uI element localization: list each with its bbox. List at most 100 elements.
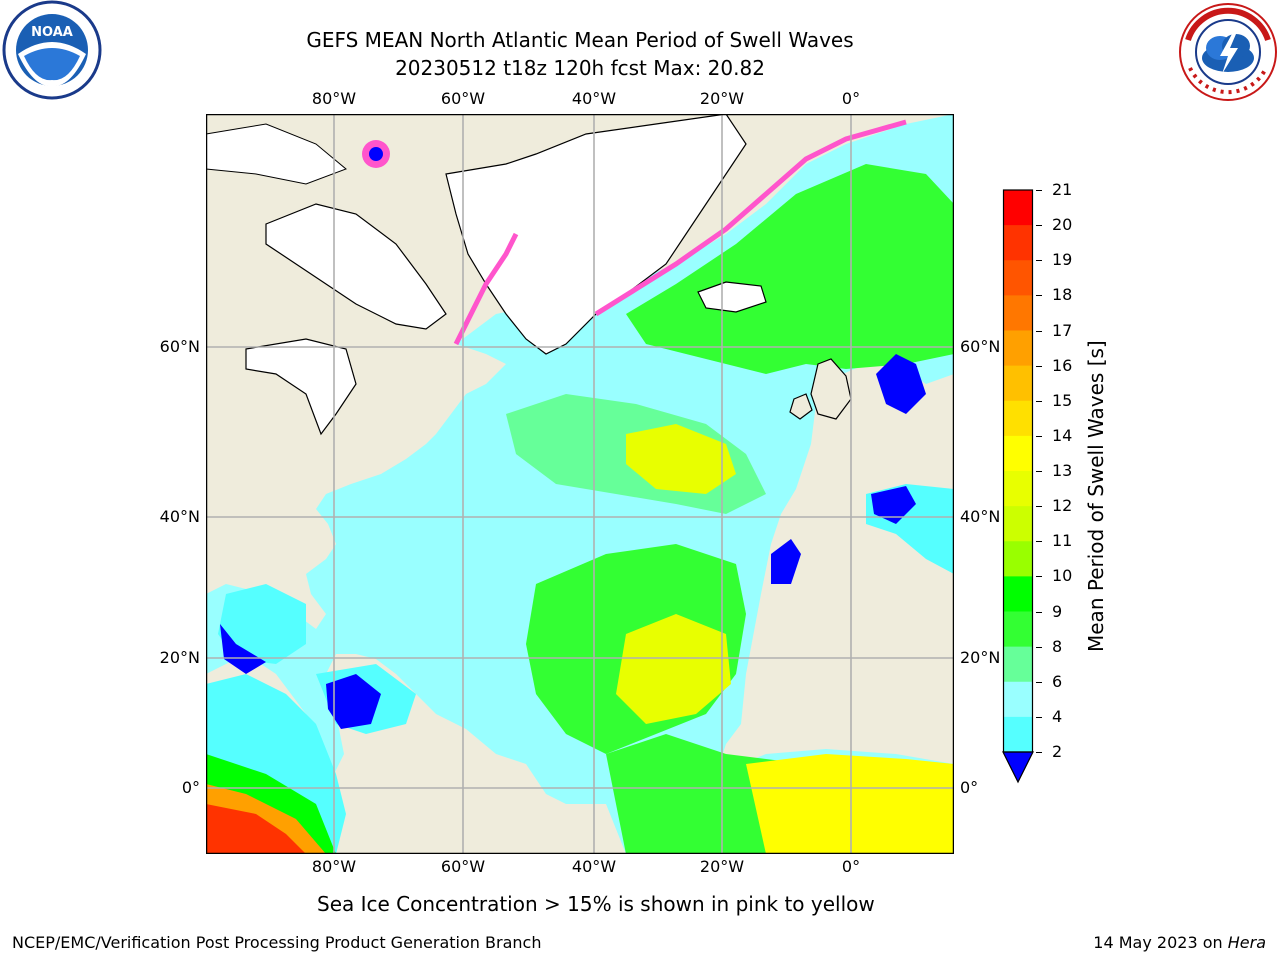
colorbar-band xyxy=(1003,400,1033,437)
sea-ice-greenland-west xyxy=(453,232,519,346)
colorbar-band xyxy=(1003,611,1033,648)
colorbar-tick-label: 21 xyxy=(1052,180,1073,199)
colorbar-tick-label: 16 xyxy=(1052,355,1073,375)
colorbar-band xyxy=(1003,506,1033,542)
caribbean-blue xyxy=(326,674,381,729)
footer-credit: NCEP/EMC/Verification Post Processing Pr… xyxy=(12,933,542,952)
mediterranean-blue xyxy=(871,486,916,524)
colorbar-tick-mark xyxy=(1036,330,1042,332)
colorbar-tick-mark xyxy=(1036,611,1042,613)
sea-ice-note: Sea Ice Concentration > 15% is shown in … xyxy=(317,892,875,916)
great-britain xyxy=(810,358,852,420)
colorbar-frame xyxy=(1002,189,1034,753)
lon-tick-top: 60°W xyxy=(440,89,486,108)
lon-tick-bottom: 40°W xyxy=(571,857,617,876)
colorbar-tick-mark xyxy=(1036,435,1042,437)
lon-tick-bottom: 80°W xyxy=(311,857,357,876)
baffin-island xyxy=(265,203,447,330)
colorbar-tick-label: 10 xyxy=(1052,566,1073,586)
swell-yellow-gulf-guinea xyxy=(746,754,954,854)
colorbar-tick-mark xyxy=(1036,541,1042,543)
colorbar-tick-mark xyxy=(1036,471,1042,472)
map-plot xyxy=(206,114,954,854)
ireland xyxy=(789,393,813,420)
colorbar-tick-mark xyxy=(1036,260,1042,262)
footer-machine: Hera xyxy=(1227,933,1266,952)
swell-yellow-mid xyxy=(626,424,736,494)
colorbar-tick-mark xyxy=(1036,716,1042,718)
colorbar-band xyxy=(1003,435,1033,472)
footer-date-text: 14 May 2023 on xyxy=(1093,933,1228,952)
colorbar-tick-mark xyxy=(1036,506,1042,508)
lon-tick-top: 20°W xyxy=(699,89,745,108)
colorbar-tick-label: 19 xyxy=(1052,250,1073,270)
colorbar-band xyxy=(1003,716,1033,753)
gulf-water xyxy=(218,584,306,664)
pacific-red xyxy=(206,804,306,854)
colorbar-tick-label: 9 xyxy=(1052,601,1063,621)
lat-tick-left: 40°N xyxy=(159,507,200,526)
greenland xyxy=(445,114,747,355)
colorbar-tick-label: 20 xyxy=(1052,215,1073,235)
lon-tick-bottom: 60°W xyxy=(440,857,486,876)
colorbar-tick-label: 17 xyxy=(1052,320,1073,340)
colorbar-tick-mark xyxy=(1036,681,1042,683)
colorbar-band xyxy=(1003,295,1033,331)
colorbar-tick-label: 6 xyxy=(1052,671,1063,691)
colorbar-tick-mark xyxy=(1036,295,1042,297)
sea-ice-greenland-east xyxy=(594,119,907,317)
lat-tick-right: 60°N xyxy=(960,337,1001,356)
colorbar-band xyxy=(1003,576,1033,612)
nws-logo-icon xyxy=(1179,3,1277,101)
colorbar-tick-mark xyxy=(1036,646,1042,648)
colorbar-tick-label: 4 xyxy=(1052,706,1063,726)
colorbar-tick-label: 18 xyxy=(1052,285,1073,305)
arctic-islands xyxy=(206,123,347,185)
lon-tick-bottom: 20°W xyxy=(699,857,745,876)
lon-tick-top: 80°W xyxy=(311,89,357,108)
iceland xyxy=(697,281,767,313)
colorbar-tick-label: 15 xyxy=(1052,390,1073,410)
colorbar-tick-label: 8 xyxy=(1052,636,1063,656)
colorbar-tick-mark xyxy=(1036,365,1042,367)
colorbar-band xyxy=(1003,260,1033,296)
iberian-blue xyxy=(771,539,801,584)
colorbar-tick-mark xyxy=(1036,752,1042,753)
colorbar-tick-mark xyxy=(1036,576,1042,578)
lat-tick-right: 20°N xyxy=(960,648,1001,667)
colorbar-tick-label: 11 xyxy=(1052,531,1073,551)
colorbar-band xyxy=(1003,681,1033,718)
colorbar xyxy=(1002,189,1034,784)
chart-title-line2: 20230512 t18z 120h fcst Max: 20.82 xyxy=(395,56,765,80)
lat-tick-right: 40°N xyxy=(960,507,1001,526)
lon-tick-bottom: 0° xyxy=(841,857,861,876)
lon-tick-top: 0° xyxy=(841,89,861,108)
hudson-land xyxy=(245,338,357,436)
noaa-logo-icon: NOAA xyxy=(2,0,102,100)
north-sea-blue xyxy=(876,354,926,414)
colorbar-band xyxy=(1003,225,1033,261)
colorbar-tick-label: 14 xyxy=(1052,425,1073,445)
colorbar-band xyxy=(1003,365,1033,402)
lon-tick-top: 40°W xyxy=(571,89,617,108)
lat-tick-left: 0° xyxy=(181,778,200,797)
colorbar-band xyxy=(1003,646,1033,683)
colorbar-bands xyxy=(1003,190,1033,753)
colorbar-tick-label: 2 xyxy=(1052,742,1063,761)
lat-tick-right: 0° xyxy=(960,778,979,797)
swell-yellow-south xyxy=(616,614,731,724)
colorbar-band xyxy=(1003,330,1033,367)
footer-date: 14 May 2023 on Hera xyxy=(1093,933,1266,953)
colorbar-band xyxy=(1003,190,1033,226)
colorbar-band xyxy=(1003,471,1033,507)
graticule xyxy=(206,114,954,854)
gulf-blue xyxy=(220,624,266,674)
map-frame xyxy=(206,114,954,854)
colorbar-tick-mark xyxy=(1036,225,1042,227)
colorbar-tick-label: 13 xyxy=(1052,461,1073,480)
lat-tick-left: 20°N xyxy=(159,648,200,667)
svg-text:NOAA: NOAA xyxy=(31,25,73,40)
colorbar-tick-label: 12 xyxy=(1052,496,1073,516)
colorbar-band xyxy=(1003,541,1033,577)
lat-tick-left: 60°N xyxy=(159,337,200,356)
